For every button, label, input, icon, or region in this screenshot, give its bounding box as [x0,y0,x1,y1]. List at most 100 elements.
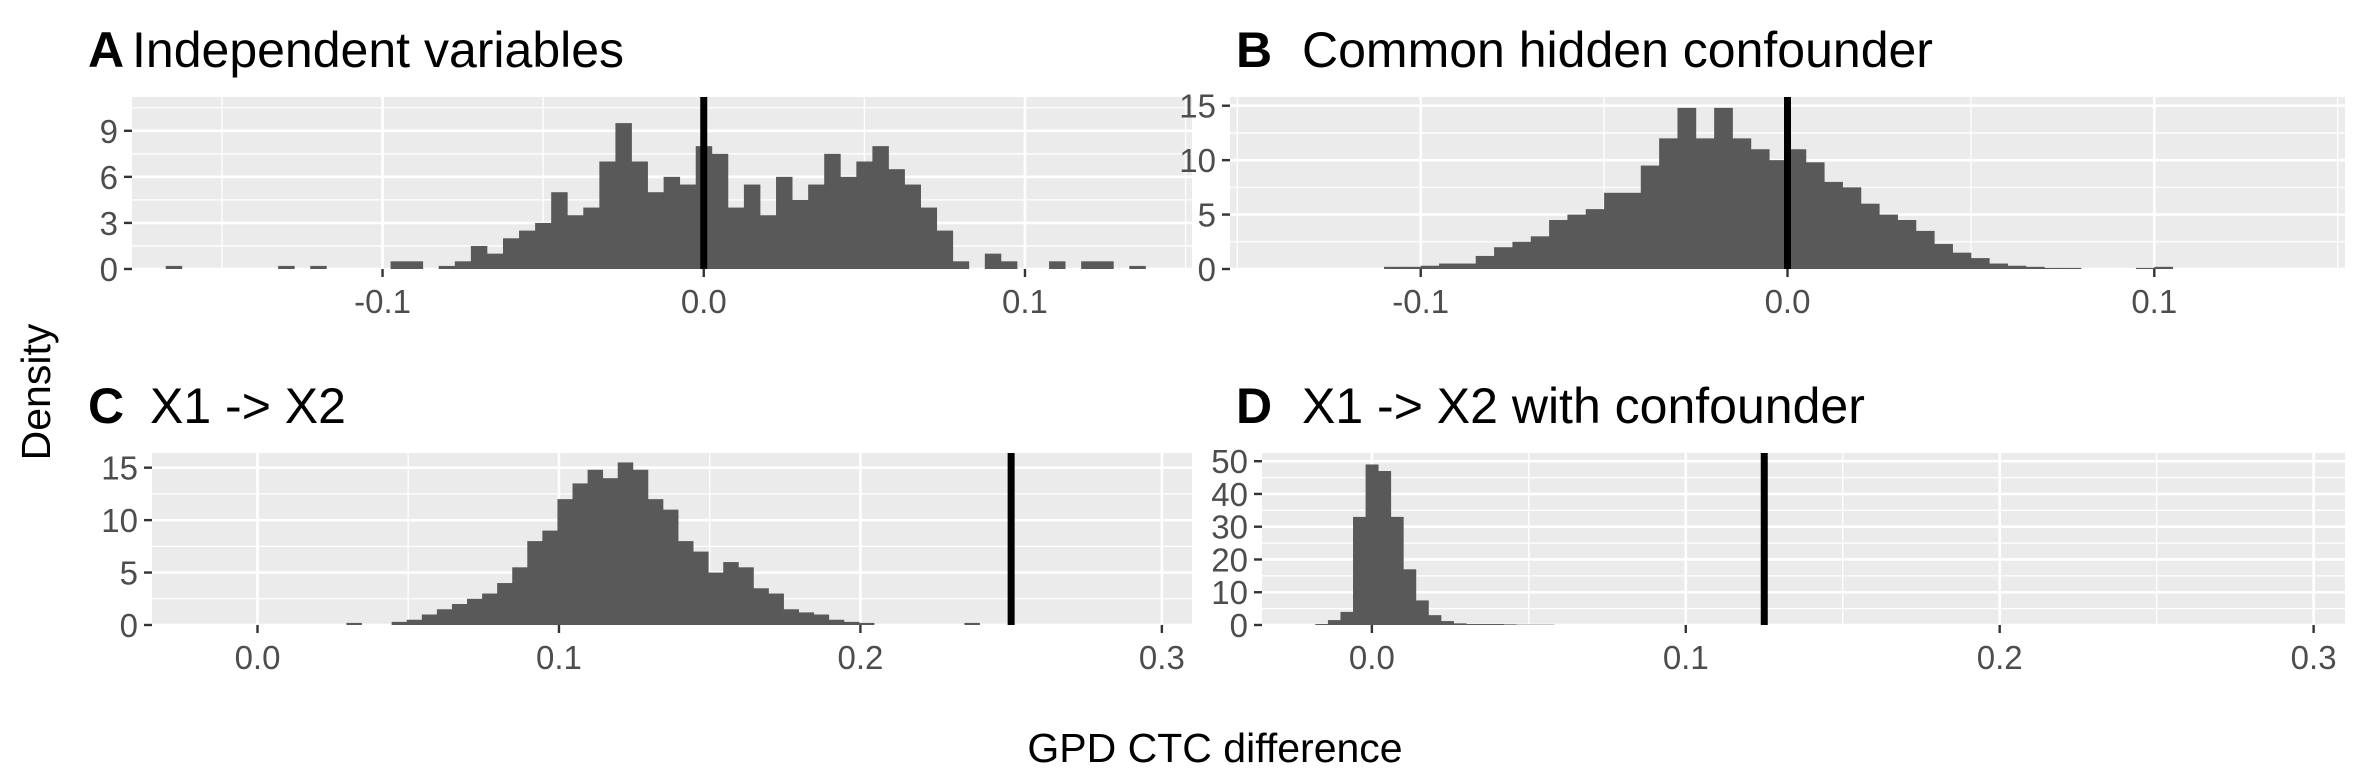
histogram-bar [1842,187,1862,269]
panel-title: Independent variables [132,22,624,78]
histogram-bar [482,593,498,625]
histogram-bar [888,169,905,269]
x-tick-label: 0.0 [1349,639,1395,676]
x-tick-label: 0.1 [1663,639,1709,676]
histogram-bar [1769,160,1788,269]
histogram-bar [1695,138,1715,269]
y-tick-label: 30 [1211,509,1248,546]
x-tick-label: -0.1 [354,283,411,320]
histogram-bar [711,153,729,269]
histogram-bar [1677,107,1697,269]
histogram-bar [936,230,954,269]
panel-tag: B [1236,22,1272,78]
histogram-bar [1934,243,1953,269]
histogram-bar [1491,624,1505,625]
x-tick-label: -0.1 [1392,283,1449,320]
histogram-bar [1475,255,1495,269]
histogram-bar [310,265,327,269]
histogram-bar [1750,149,1770,269]
histogram-bar [572,483,588,625]
histogram-bar [904,184,921,269]
histogram-bar [1952,252,1972,269]
histogram-bar [798,612,815,625]
histogram-bar [663,176,681,269]
histogram-bar [856,161,873,269]
histogram-bar [535,222,552,269]
histogram-bar [602,478,619,625]
histogram-bar [783,609,800,625]
histogram-bar [567,215,584,269]
panel-tag: A [88,22,124,78]
panel-title: Common hidden confounder [1302,22,1933,78]
histogram-bar [662,509,679,625]
histogram-bar [1970,258,1990,269]
y-tick-label: 10 [1179,142,1216,179]
histogram-bar [1129,265,1146,269]
histogram-bar [768,593,784,625]
histogram-bar [828,619,845,625]
histogram-bar [753,588,769,625]
histogram-bar [1403,569,1417,625]
histogram-bar [964,622,980,625]
histogram-bar [1897,220,1917,269]
histogram-bar [1860,203,1880,269]
x-tick-label: 0.1 [1002,283,1048,320]
histogram-bar [551,192,568,269]
histogram-bar [617,462,634,625]
histogram-bar [436,609,453,625]
y-tick-label: 15 [101,450,138,487]
histogram-bar [920,207,938,269]
x-tick-label: 0.0 [1765,283,1811,320]
y-tick-label: 40 [1211,476,1248,513]
panel-tag: D [1236,378,1272,434]
histogram-bar [678,541,694,625]
panel-title: X1 -> X2 [150,378,346,434]
x-tick-label: 0.1 [536,639,582,676]
x-tick-label: 0.0 [235,639,281,676]
histogram-bar [1420,265,1440,269]
histogram-bar [512,567,528,625]
histogram-bar [2007,265,2027,269]
histogram-bar [738,567,754,625]
histogram-bar [1457,263,1477,269]
histogram-bar [824,153,841,269]
histogram-bar [2062,267,2082,269]
histogram-bar [406,619,423,625]
histogram-bar [1000,261,1018,269]
y-axis-title: Density [13,323,59,460]
histogram-bar [1530,236,1550,269]
histogram-bar [679,184,697,269]
histogram-bar [1732,138,1752,269]
histogram-bar [406,261,424,269]
histogram-bar [1466,624,1479,625]
histogram-bar [1659,138,1678,269]
histogram-bar [421,614,438,625]
histogram-bar [1622,192,1642,269]
histogram-bar [1915,230,1935,269]
histogram-bar [1378,471,1392,625]
histogram-bar [599,161,616,269]
histogram-bar [984,253,1002,269]
histogram-bar [1439,263,1458,269]
histogram-bar [813,614,830,625]
histogram-bar [631,161,648,269]
y-tick-label: 3 [100,205,118,242]
histogram-bar [467,598,483,625]
histogram-bar [952,261,970,269]
histogram-bar [1327,620,1341,625]
histogram-bar [1787,149,1807,269]
histogram-bar [527,541,543,625]
histogram-bar [1604,192,1623,269]
histogram-bar [1824,181,1843,269]
histogram-bar [808,184,825,269]
histogram-bar [1315,624,1329,625]
histogram-bar [1415,600,1429,625]
histogram-bar [1549,220,1568,269]
histogram-bar [2135,267,2155,269]
histogram-bar [1989,263,2008,269]
histogram-bar [519,230,536,269]
histogram-bar [391,621,408,625]
x-tick-label: 0.3 [1139,639,1185,676]
